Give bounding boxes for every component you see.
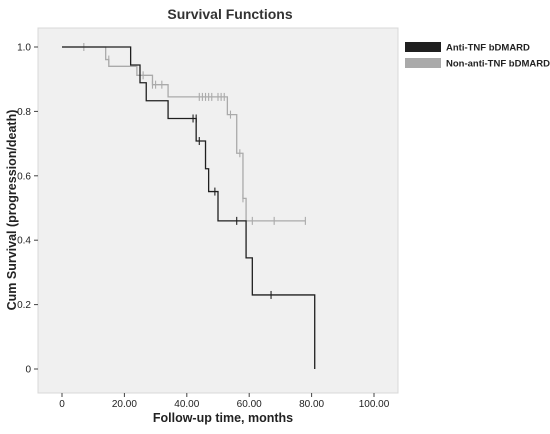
series-non-anti-tnf	[62, 43, 306, 225]
y-tick-label: 0.4	[17, 236, 31, 247]
x-tick-label: 20.00	[112, 399, 137, 410]
series-layer	[62, 43, 316, 369]
legend-label: Anti-TNF bDMARD	[446, 43, 530, 54]
x-tick-label: 100.00	[359, 399, 390, 410]
chart-title: Survival Functions	[167, 6, 292, 22]
y-tick-label: 1.0	[17, 43, 31, 54]
x-tick-label: 80.00	[299, 399, 324, 410]
x-tick-label: 0	[59, 399, 65, 410]
legend-swatch	[405, 58, 441, 68]
y-axis-ticks: 0 0.2 0.4 0.6 0.8 1.0	[17, 43, 38, 376]
x-axis-ticks: 0 20.00 40.00 60.00 80.00 100.00	[59, 393, 390, 410]
x-tick-label: 40.00	[174, 399, 199, 410]
legend-label: Non-anti-TNF bDMARD	[446, 59, 550, 70]
legend: Anti-TNF bDMARD Non-anti-TNF bDMARD	[405, 42, 550, 70]
y-axis-title: Cum Survival (progression/death)	[5, 110, 19, 311]
y-tick-label: 0.2	[17, 300, 31, 311]
y-tick-label: 0	[25, 365, 31, 376]
legend-swatch	[405, 42, 441, 52]
x-tick-label: 60.00	[237, 399, 262, 410]
series-anti-tnf	[62, 46, 316, 369]
y-tick-label: 0.8	[17, 107, 31, 118]
x-axis-title: Follow-up time, months	[153, 411, 293, 425]
survival-step-line	[62, 46, 316, 369]
y-tick-label: 0.6	[17, 171, 31, 182]
